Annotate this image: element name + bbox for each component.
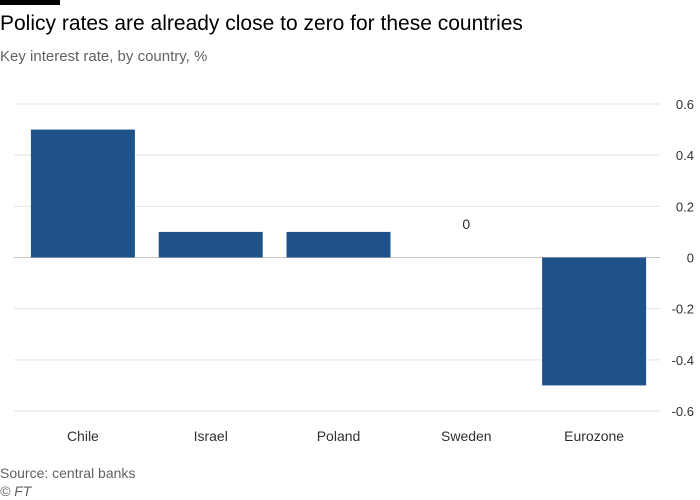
bar-chart: 0.6 0.4 0.2 0 -0.2 -0.4 -0.6 Chile Israel Poland S… [14, 97, 694, 444]
x-tick-label: Eurozone [564, 428, 624, 444]
y-tick-label: 0 [687, 251, 694, 266]
y-tick-label: -0.4 [672, 353, 694, 368]
y-tick-label: 0.4 [676, 148, 694, 163]
x-tick-label: Sweden [441, 428, 492, 444]
data-label: 0 [462, 216, 470, 232]
bar [30, 129, 135, 258]
copyright-note: © FT [0, 483, 32, 499]
y-tick-label: -0.6 [672, 404, 694, 419]
bar [158, 231, 263, 258]
y-tick-label: 0.6 [676, 97, 694, 112]
bar [542, 257, 647, 386]
source-note: Source: central banks [0, 465, 136, 481]
chart-title: Policy rates are already close to zero f… [0, 12, 523, 35]
bar [286, 231, 391, 258]
x-tick-label: Israel [194, 428, 228, 444]
x-tick-label: Chile [67, 428, 99, 444]
x-tick-label: Poland [317, 428, 361, 444]
chart-subtitle: Key interest rate, by country, % [0, 48, 208, 65]
y-tick-label: -0.2 [672, 302, 694, 317]
y-tick-label: 0.2 [676, 199, 694, 214]
ft-brand-bar [0, 0, 60, 5]
